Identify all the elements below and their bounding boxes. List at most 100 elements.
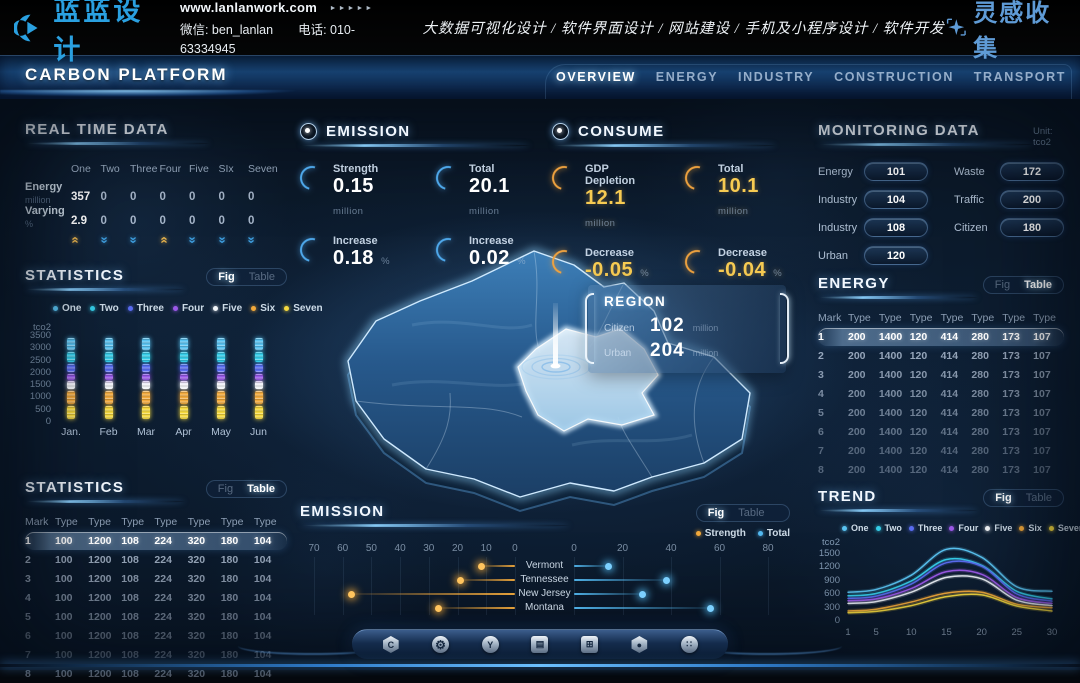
legend-item-seven[interactable]: Seven — [284, 303, 323, 314]
legend-label: Four — [958, 523, 979, 533]
total-dot — [604, 562, 612, 570]
legend-item-strength[interactable]: Strength — [695, 528, 746, 539]
legend-item-one[interactable]: One — [53, 303, 81, 314]
legend-item-six[interactable]: Six — [251, 303, 275, 314]
stat-text: Decrease -0.04 % — [718, 247, 782, 281]
total-bar[interactable] — [574, 579, 667, 581]
legend-item-three[interactable]: Three — [908, 523, 943, 533]
circle-y-icon[interactable]: Y — [481, 636, 499, 653]
beacon-pillar[interactable] — [553, 303, 558, 365]
legend-label: Three — [917, 523, 943, 533]
total-bar[interactable] — [574, 593, 642, 595]
billboard-icon[interactable]: ⊞ — [581, 636, 599, 653]
stat-value: -0.05 % — [585, 259, 650, 281]
nut-icon[interactable]: ● — [631, 636, 648, 653]
strength-bar[interactable] — [351, 593, 515, 595]
hexagon-c-icon[interactable]: C — [383, 636, 399, 653]
table-row[interactable]: 5 100 1200 108 224 320 180 104 — [25, 608, 287, 626]
toggle-table[interactable]: Table — [1024, 279, 1052, 291]
bar-column[interactable] — [104, 334, 113, 420]
nav-item-industry[interactable]: INDUSTRY — [738, 70, 815, 84]
table-row[interactable]: 7 200 1400 120 414 280 173 107 — [818, 442, 1064, 460]
row-label-text: Energy — [25, 181, 63, 193]
column-header: Type — [971, 312, 995, 324]
toggle-fig[interactable]: Fig — [994, 279, 1011, 291]
data-cell: 100 — [55, 630, 73, 642]
table-row[interactable]: 1 100 1200 108 224 320 180 104 — [25, 532, 287, 550]
nav-item-construction[interactable]: CONSTRUCTION — [834, 70, 954, 84]
consume-stats-panel: CONSUME GDP Depletion 12.1 million Total 10… — [547, 123, 792, 281]
toggle-table[interactable]: Table — [1025, 492, 1052, 504]
metric-label: Energy — [818, 165, 853, 178]
stat-label: Increase — [333, 235, 378, 247]
table-row[interactable]: 2 100 1200 108 224 320 180 104 — [25, 551, 287, 569]
table-row[interactable]: 4 200 1400 120 414 280 173 107 — [818, 385, 1064, 403]
emission-chart-title: EMISSION — [300, 503, 385, 520]
page-title: CARBON PLATFORM — [25, 65, 228, 84]
legend-item-three[interactable]: Three — [127, 303, 164, 314]
table-row[interactable]: 6 100 1200 108 224 320 180 104 — [25, 627, 287, 645]
legend-item-one[interactable]: One — [842, 523, 869, 533]
toggle-fig[interactable]: Fig — [707, 507, 725, 519]
legend-dot-icon — [695, 531, 701, 536]
strength-bar[interactable] — [480, 565, 515, 567]
total-bar[interactable] — [574, 565, 608, 567]
legend-item-six[interactable]: Six — [1019, 523, 1042, 533]
toggle-table[interactable]: Table — [247, 483, 275, 495]
nav-item-transport[interactable]: TRANSPORT — [973, 70, 1066, 84]
total-bar[interactable] — [574, 607, 710, 609]
category-label: Tennessee — [520, 574, 569, 585]
table-row[interactable]: 8 200 1400 120 414 280 173 107 — [818, 461, 1064, 479]
gear-icon[interactable]: ⚙ — [432, 636, 450, 653]
legend-item-total[interactable]: Total — [757, 528, 790, 539]
row-label: Energy million — [25, 181, 71, 205]
legend-dot-icon — [213, 306, 219, 311]
website-link[interactable]: www.lanlanwork.com — [179, 0, 318, 15]
strength-bar[interactable] — [460, 579, 515, 581]
table-row[interactable]: 5 200 1400 120 414 280 173 107 — [818, 404, 1064, 422]
bar-column[interactable] — [217, 334, 225, 420]
strength-bar[interactable] — [437, 607, 515, 609]
toggle-table[interactable]: Table — [248, 271, 275, 283]
toggle-fig[interactable]: Fig — [995, 492, 1012, 504]
x-axis-tick: Jun — [250, 426, 267, 438]
legend-item-five[interactable]: Five — [213, 303, 242, 314]
table-row[interactable]: 2 200 1400 120 414 280 173 107 — [818, 347, 1064, 365]
dots-cluster-icon[interactable]: ∷ — [680, 636, 698, 653]
x-axis-tick: Mar — [136, 426, 156, 438]
table-row[interactable]: 3 100 1200 108 224 320 180 104 — [25, 570, 287, 588]
y-axis-tick: 2000 — [29, 366, 51, 378]
toggle-fig[interactable]: Fig — [217, 483, 234, 495]
legend-item-seven[interactable]: Seven — [1048, 523, 1080, 533]
bar-column[interactable] — [67, 334, 75, 420]
data-cell: 280 — [971, 350, 989, 362]
legend-item-two[interactable]: Two — [90, 303, 119, 314]
bar-column[interactable] — [179, 334, 188, 420]
legend-item-four[interactable]: Four — [172, 303, 204, 314]
legend-item-four[interactable]: Four — [949, 523, 978, 533]
table-row[interactable]: 3 200 1400 120 414 280 173 107 — [818, 366, 1064, 384]
table-row[interactable]: 1 200 1400 120 414 280 173 107 — [818, 328, 1064, 346]
charging-station-icon[interactable]: ▤ — [531, 636, 549, 653]
table-row[interactable]: 7 100 1200 108 224 320 180 104 — [25, 646, 287, 664]
data-cell: 1400 — [878, 445, 903, 457]
table-row[interactable]: 6 200 1400 120 414 280 173 107 — [818, 423, 1064, 441]
data-cell: 6 — [25, 630, 31, 642]
inspiration-brand[interactable]: 灵感收集 — [945, 0, 1064, 63]
lanlan-logo[interactable]: 蓝蓝设计 — [14, 0, 158, 67]
table-row[interactable]: 4 100 1200 108 224 320 180 104 — [25, 589, 287, 607]
gold-arc-icon — [680, 245, 714, 279]
nav-item-energy[interactable]: ENERGY — [655, 70, 719, 84]
data-cell: 0 — [248, 215, 255, 227]
bar-column[interactable] — [254, 334, 263, 420]
legend-item-two[interactable]: Two — [875, 523, 902, 533]
legend-item-five[interactable]: Five — [985, 523, 1012, 533]
data-cell: 320 — [187, 649, 206, 661]
toggle-table[interactable]: Table — [738, 507, 765, 519]
table-row[interactable]: 8 100 1200 108 224 320 180 104 — [25, 665, 287, 683]
data-cell: 1200 — [88, 649, 112, 661]
bar-column[interactable] — [142, 334, 150, 420]
trend-line-four — [847, 569, 1053, 605]
toggle-fig[interactable]: Fig — [218, 271, 235, 283]
nav-item-overview[interactable]: OVERVIEW — [556, 70, 636, 84]
